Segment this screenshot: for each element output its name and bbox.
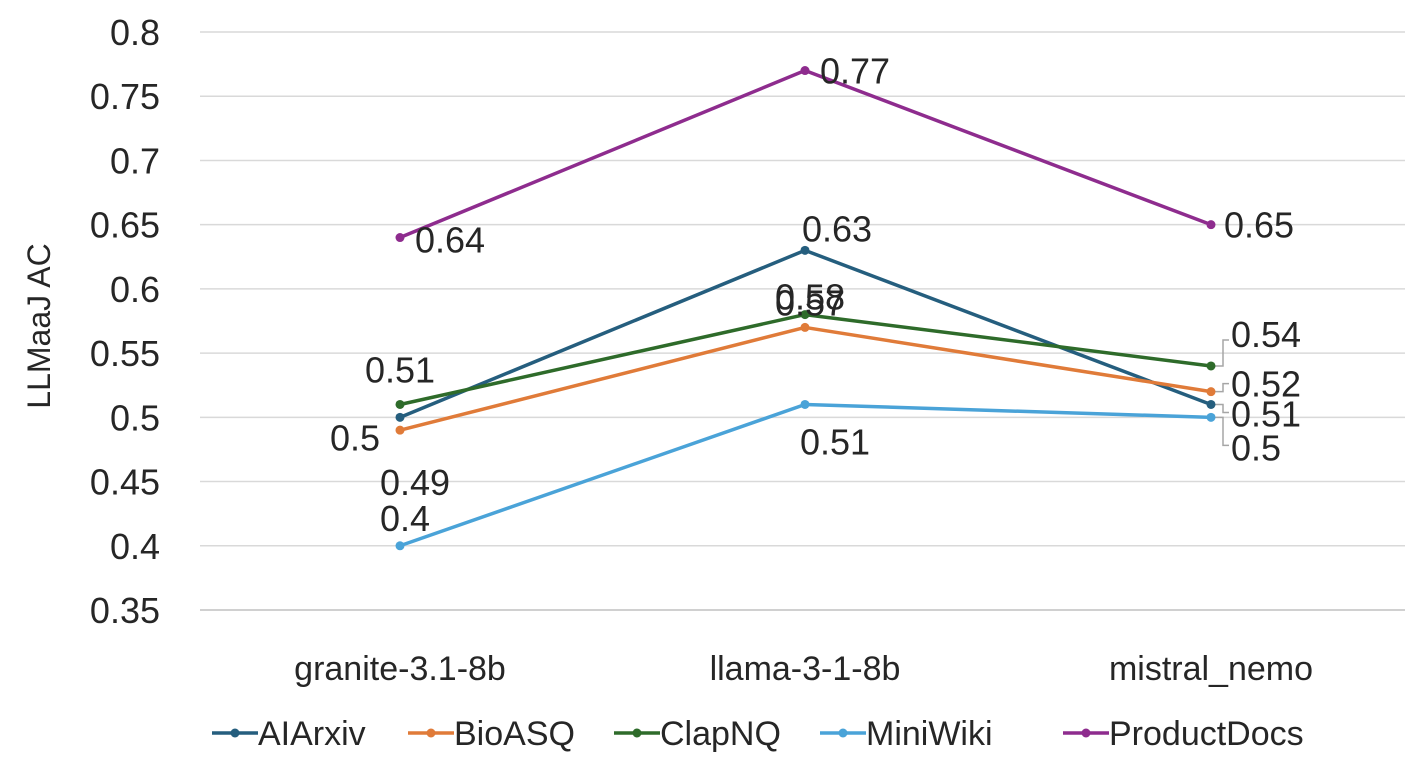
data-label-productdocs: 0.65 (1224, 205, 1294, 246)
data-point-productdocs (800, 66, 810, 76)
x-category-label: mistral_nemo (1109, 650, 1313, 688)
series-line-aiarxiv (399, 248, 1212, 419)
data-label-clapnq: 0.54 (1231, 314, 1301, 355)
data-point-bioasq (1206, 387, 1216, 397)
y-tick-label: 0.6 (110, 269, 160, 310)
data-point-productdocs (1206, 220, 1216, 230)
label-leader-lines (1215, 339, 1229, 447)
data-label-miniwiki: 0.51 (800, 421, 870, 462)
data-point-aiarxiv (1206, 399, 1216, 409)
data-label-bioasq: 0.49 (380, 462, 450, 503)
legend-marker-miniwiki (838, 728, 848, 738)
legend-label-productdocs: ProductDocs (1109, 715, 1304, 753)
data-point-bioasq (395, 425, 405, 435)
legend-marker-productdocs (1081, 728, 1091, 738)
legend-label-aiarxiv: AIArxiv (258, 715, 366, 753)
data-label-clapnq: 0.58 (775, 277, 845, 318)
data-label-aiarxiv: 0.51 (1231, 393, 1301, 434)
data-label-clapnq: 0.51 (365, 349, 435, 390)
data-point-aiarxiv (800, 245, 810, 255)
y-tick-label: 0.7 (110, 140, 160, 181)
data-point-clapnq (1206, 361, 1216, 371)
data-label-bioasq: 0.52 (1231, 364, 1301, 405)
data-label-productdocs: 0.64 (415, 220, 485, 261)
y-tick-label: 0.35 (90, 590, 160, 631)
data-label-miniwiki: 0.4 (380, 498, 430, 539)
series-lines (395, 66, 1216, 551)
x-axis-categories: granite-3.1-8b llama-3-1-8b mistral_nemo (294, 650, 1313, 688)
x-category-label: llama-3-1-8b (710, 650, 901, 688)
x-category-label: granite-3.1-8b (294, 650, 506, 688)
legend-marker-aiarxiv (230, 728, 240, 738)
data-label-productdocs: 0.77 (820, 51, 890, 92)
label-leader-line (1215, 382, 1229, 393)
legend-marker-bioasq (426, 728, 436, 738)
y-tick-label: 0.4 (110, 526, 160, 567)
legend-label-clapnq: ClapNQ (660, 715, 781, 753)
data-point-miniwiki (800, 399, 810, 409)
legend-label-miniwiki: MiniWiki (866, 715, 993, 753)
data-point-clapnq (800, 310, 810, 320)
data-labels: 0.50.630.510.490.570.520.510.580.540.40.… (330, 51, 1301, 539)
y-axis-ticks: 0.35 0.4 0.45 0.5 0.55 0.6 0.65 0.7 0.75 0.8 (90, 12, 160, 631)
data-point-miniwiki (1206, 412, 1216, 422)
label-leader-line (1215, 403, 1229, 414)
legend-label-bioasq: BioASQ (454, 715, 575, 753)
y-tick-label: 0.75 (90, 76, 160, 117)
label-leader-line (1215, 416, 1229, 447)
data-label-bioasq: 0.57 (775, 282, 845, 323)
data-label-miniwiki: 0.5 (1231, 427, 1281, 468)
y-tick-label: 0.45 (90, 462, 160, 503)
y-tick-label: 0.65 (90, 205, 160, 246)
y-tick-label: 0.5 (110, 397, 160, 438)
data-point-aiarxiv (395, 412, 405, 422)
label-leader-line (1215, 339, 1229, 367)
legend-marker-clapnq (632, 728, 642, 738)
data-point-clapnq (395, 399, 405, 409)
legend: AIArxiv BioASQ ClapNQ MiniWiki ProductDocs (212, 715, 1304, 753)
data-label-aiarxiv: 0.5 (330, 417, 380, 458)
y-tick-label: 0.8 (110, 12, 160, 53)
data-label-aiarxiv: 0.63 (802, 208, 872, 249)
y-axis-title: LLMaaJ AC (21, 243, 57, 408)
data-point-miniwiki (395, 541, 405, 551)
y-tick-label: 0.55 (90, 333, 160, 374)
data-point-productdocs (395, 233, 405, 243)
data-point-bioasq (800, 322, 810, 332)
